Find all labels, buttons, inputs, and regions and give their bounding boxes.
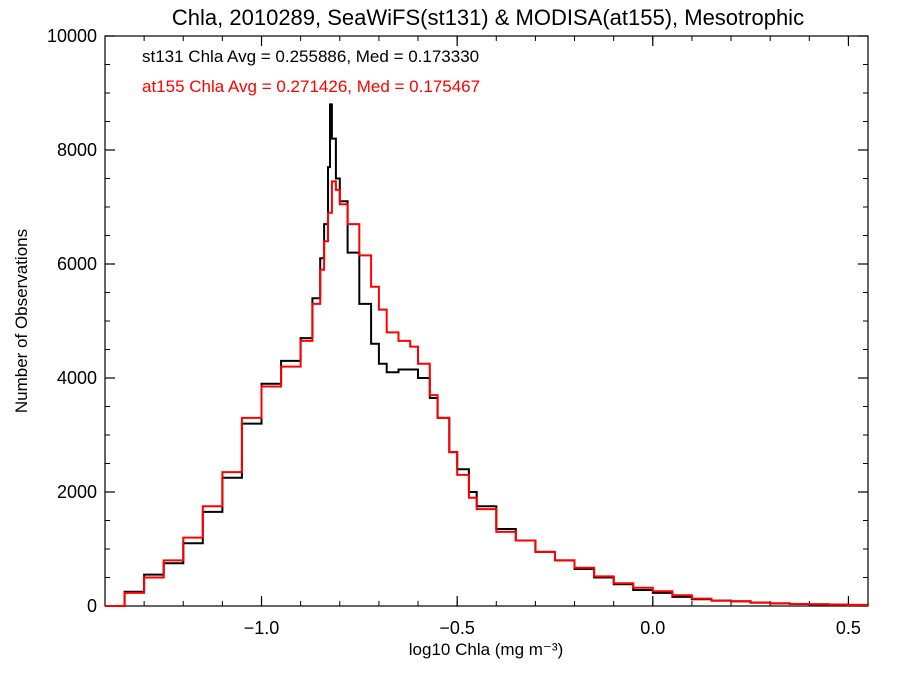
- y-axis-label: Number of Observations: [12, 229, 31, 413]
- chart-title: Chla, 2010289, SeaWiFS(st131) & MODISA(a…: [172, 5, 804, 30]
- y-axis: 0 2000 4000 6000 8000 10000: [47, 26, 868, 616]
- x-tick-label: −1.0: [244, 618, 280, 638]
- y-tick-label: 0: [87, 596, 97, 616]
- x-axis-label: log10 Chla (mg m⁻³): [409, 640, 563, 659]
- annotation-at155: at155 Chla Avg = 0.271426, Med = 0.17546…: [142, 77, 480, 96]
- x-tick-label: 0.0: [640, 618, 665, 638]
- x-tick-label: −0.5: [439, 618, 475, 638]
- y-tick-label: 4000: [57, 368, 97, 388]
- series-st131-line: [105, 103, 869, 607]
- plot-frame: [104, 35, 869, 607]
- series-at155-line: [105, 180, 869, 607]
- y-tick-label: 6000: [57, 254, 97, 274]
- y-tick-label: 8000: [57, 140, 97, 160]
- series-layer: [105, 103, 869, 607]
- x-axis: −1.0 −0.5 0.0 0.5: [104, 36, 861, 638]
- x-tick-label: 0.5: [836, 618, 861, 638]
- y-tick-label: 2000: [57, 482, 97, 502]
- y-tick-label: 10000: [47, 26, 97, 46]
- annotation-st131: st131 Chla Avg = 0.255886, Med = 0.17333…: [142, 47, 479, 66]
